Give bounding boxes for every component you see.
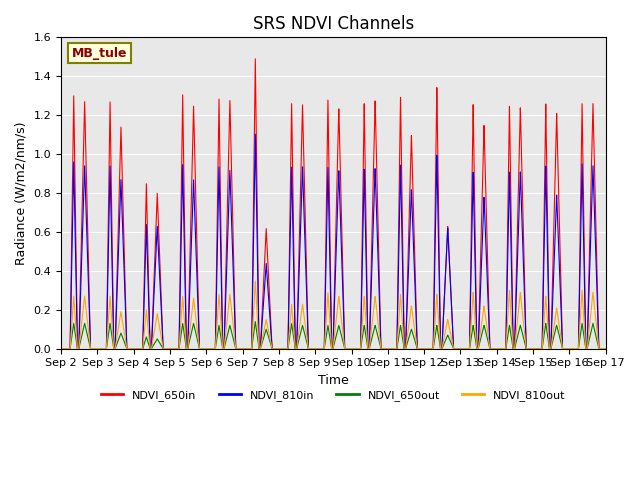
NDVI_810out [168, 346, 175, 351]
Line: NDVI_650in: NDVI_650in [61, 59, 605, 348]
Text: MB_tule: MB_tule [72, 47, 127, 60]
X-axis label: Time: Time [318, 374, 349, 387]
NDVI_810in [600, 346, 607, 351]
NDVI_810in [252, 132, 259, 137]
NDVI_650in [486, 345, 493, 351]
NDVI_650out [261, 330, 269, 336]
NDVI_650in [600, 346, 607, 351]
NDVI_810out [261, 323, 269, 328]
NDVI_650out [252, 319, 259, 324]
Line: NDVI_650out: NDVI_650out [61, 322, 605, 348]
Line: NDVI_810out: NDVI_810out [61, 281, 605, 348]
NDVI_810out [173, 346, 181, 351]
NDVI_650in [261, 250, 269, 256]
NDVI_650in [602, 346, 609, 351]
NDVI_810in [57, 346, 65, 351]
NDVI_810out [602, 346, 609, 351]
NDVI_650out [57, 346, 65, 351]
NDVI_810out [252, 278, 259, 284]
NDVI_650in [57, 346, 65, 351]
NDVI_650in [168, 346, 175, 351]
NDVI_810in [409, 216, 417, 221]
Y-axis label: Radiance (W/m2/nm/s): Radiance (W/m2/nm/s) [15, 121, 28, 265]
NDVI_810in [261, 278, 269, 284]
NDVI_650out [486, 346, 493, 351]
NDVI_650in [173, 346, 181, 351]
Title: SRS NDVI Channels: SRS NDVI Channels [253, 15, 414, 33]
NDVI_650in [409, 171, 417, 177]
NDVI_650out [602, 346, 609, 351]
NDVI_810in [168, 346, 175, 351]
Legend: NDVI_650in, NDVI_810in, NDVI_650out, NDVI_810out: NDVI_650in, NDVI_810in, NDVI_650out, NDV… [97, 385, 570, 405]
NDVI_810out [486, 346, 493, 351]
NDVI_810out [600, 346, 607, 351]
NDVI_810in [173, 346, 181, 351]
NDVI_810out [409, 311, 417, 316]
NDVI_810in [486, 345, 493, 351]
NDVI_650out [409, 330, 417, 336]
NDVI_650out [168, 346, 175, 351]
NDVI_650out [173, 346, 181, 351]
NDVI_650out [600, 346, 607, 351]
Line: NDVI_810in: NDVI_810in [61, 134, 605, 348]
NDVI_810in [602, 346, 609, 351]
NDVI_810out [57, 346, 65, 351]
NDVI_650in [252, 56, 259, 62]
